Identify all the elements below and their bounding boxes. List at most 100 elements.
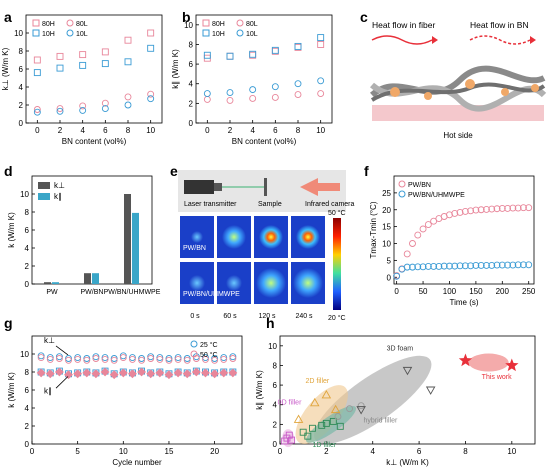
laser-nozzle-icon: [214, 183, 222, 191]
data-point: [128, 354, 136, 362]
x-tick-label: 0: [394, 287, 399, 296]
data-point: [317, 77, 325, 85]
data-point: [128, 369, 137, 379]
data-point: [317, 34, 325, 42]
x-tick-label: 10: [316, 126, 325, 135]
bn-particle: [390, 87, 400, 97]
y-tick-label: 15: [382, 223, 391, 232]
legend-label: 10H: [42, 31, 55, 38]
data-point: [294, 42, 302, 50]
legend-label: 80H: [212, 21, 225, 28]
legend-marker: [32, 19, 40, 27]
data-point: [249, 50, 257, 58]
data-point: [79, 106, 87, 114]
panel-label-d: d: [4, 163, 13, 179]
data-point: [229, 355, 237, 362]
x-tick-label: 8: [463, 447, 468, 456]
x-tick-label: PW: [46, 289, 58, 296]
y-tick-label: 10: [382, 240, 391, 249]
data-point: [33, 106, 41, 113]
y-tick-label: 2: [19, 101, 24, 110]
y-tick-label: 0: [25, 440, 30, 449]
data-point: [119, 352, 127, 360]
label-sample: Sample: [258, 201, 282, 208]
x-tick-label: 0: [205, 126, 210, 135]
data-point: [229, 353, 237, 361]
data-point: [329, 417, 337, 425]
bn-particle: [531, 84, 539, 92]
data-point: [147, 95, 155, 103]
data-point: [525, 261, 533, 269]
y-tick-label: 5: [387, 256, 392, 265]
y-tick-label: 10: [14, 29, 23, 38]
x-tick-label: 20: [210, 447, 219, 456]
heat-flow-bn-arrowhead: [530, 36, 536, 44]
data-point: [504, 204, 512, 212]
data-point: [403, 263, 411, 271]
y-tick-label: 0: [387, 273, 392, 282]
bar-k∥: [52, 282, 59, 284]
x-tick-label: 100: [443, 287, 457, 296]
data-point: [174, 354, 182, 362]
thermal-spot: [226, 275, 242, 291]
annotation-kperp: k⊥: [44, 336, 55, 345]
data-point: [309, 397, 320, 407]
hot-side-plate: [372, 105, 544, 121]
x-tick-label: 4: [80, 126, 85, 135]
data-point: [317, 41, 325, 48]
data-point: [226, 96, 234, 104]
y-tick-label: 4: [19, 83, 24, 92]
data-point: [393, 272, 401, 280]
y-tick-label: 0: [19, 119, 24, 128]
x-tick-label: 6: [417, 447, 422, 456]
data-point: [56, 52, 64, 60]
legend-label: 80H: [42, 21, 55, 28]
data-point: [183, 355, 191, 362]
data-point: [147, 44, 155, 52]
data-point: [101, 105, 109, 113]
thermal-spot: [191, 231, 203, 243]
bar-k⊥: [44, 282, 51, 284]
camera-direction-arrow: [300, 178, 340, 196]
bar-k∥: [92, 273, 99, 284]
panel-label-g: g: [4, 315, 13, 331]
data-point: [33, 108, 41, 116]
y-tick-label: 6: [25, 386, 30, 395]
x-tick-label: 10: [507, 447, 516, 456]
time-label-60: 60 s: [223, 313, 237, 320]
x-axis-label: Time (s): [449, 298, 478, 307]
data-point: [211, 355, 219, 362]
data-point: [472, 206, 480, 214]
data-point: [83, 355, 91, 362]
data-point: [440, 262, 448, 270]
data-point: [304, 432, 312, 440]
heat-flow-fiber-arrowhead: [432, 36, 438, 44]
data-point: [83, 356, 91, 364]
y-tick-label: 6: [25, 226, 30, 235]
plot-frame: [279, 335, 536, 445]
data-point: [226, 52, 234, 60]
data-point: [271, 94, 279, 101]
y-tick-label: 2: [189, 99, 194, 108]
bar-k⊥: [124, 194, 131, 284]
x-tick-label: 6: [273, 126, 278, 135]
legend-marker: [202, 19, 210, 27]
data-point: [318, 421, 326, 429]
data-point: [101, 354, 109, 362]
data-point: [419, 225, 427, 233]
legend-marker: [66, 19, 74, 27]
thermal-spot: [256, 268, 286, 298]
y-tick-label: 0: [25, 280, 30, 289]
data-point: [409, 263, 416, 271]
y-tick-label: 6: [189, 60, 194, 69]
data-point: [101, 48, 109, 56]
data-point: [182, 369, 192, 379]
data-point: [203, 90, 211, 97]
data-point: [271, 83, 279, 91]
x-axis-label: BN content (vol%): [62, 137, 127, 146]
data-point: [249, 95, 257, 102]
thermal-image-grid: [180, 216, 325, 304]
thermal-spot: [259, 225, 283, 249]
y-tick-label: 4: [189, 80, 194, 89]
data-point: [498, 204, 506, 212]
